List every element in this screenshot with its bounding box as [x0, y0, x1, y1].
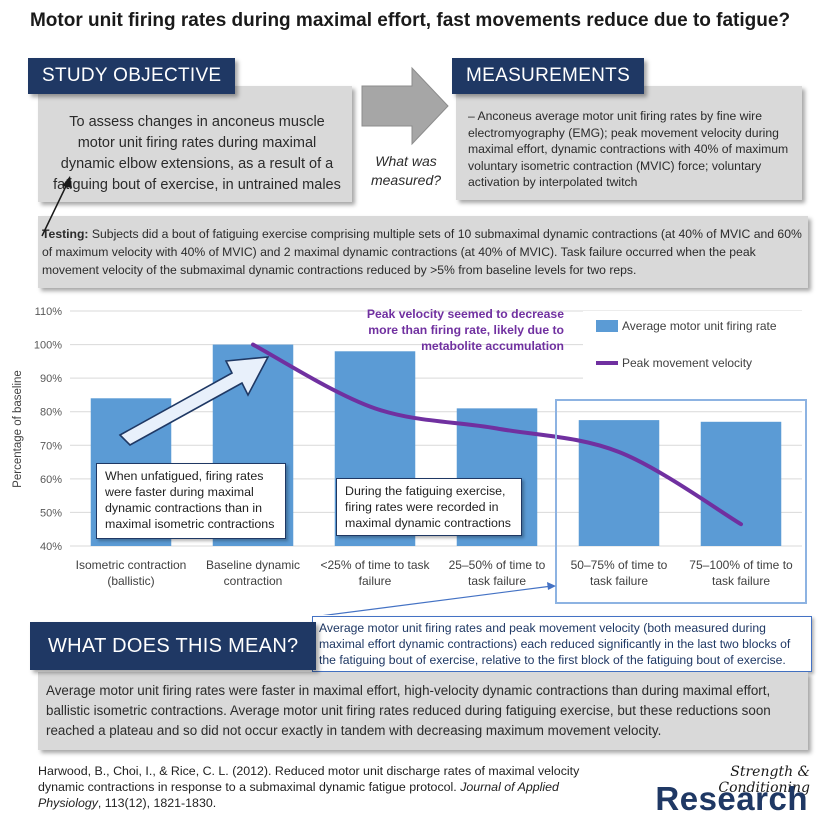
chart-y-ticks: 40% 50% 60% 70% 80% 90% 100% 110%	[34, 306, 62, 553]
bar	[700, 421, 782, 546]
y-tick-label: 70%	[40, 440, 62, 452]
legend-box	[583, 311, 803, 387]
brand-tagline: Strength & Conditioning	[718, 764, 810, 796]
objective-tab: STUDY OBJECTIVE	[28, 58, 236, 94]
unfatigued-callout: When unfatigued, firing rates were faste…	[96, 463, 286, 539]
fatigue-highlight-box	[555, 399, 807, 604]
citation: Harwood, B., Choi, I., & Rice, C. L. (20…	[38, 763, 598, 811]
x-tick-label: (ballistic)	[107, 574, 154, 588]
measurements-tab: MEASUREMENTS	[452, 58, 645, 94]
x-tick-label: Isometric contraction	[76, 558, 187, 572]
meaning-box	[38, 672, 808, 750]
x-tick-label: 25–50% of time to	[449, 558, 546, 572]
y-axis-label: Percentage of baseline	[12, 370, 24, 488]
y-tick-label: 50%	[40, 507, 62, 519]
testing-body: Subjects did a bout of fatiguing exercis…	[42, 227, 802, 277]
x-tick-label: 75–100% of time to	[689, 558, 793, 572]
objective-text: To assess changes in anconeus muscle mot…	[53, 114, 341, 193]
meaning-tab: WHAT DOES THIS MEAN?	[30, 622, 317, 670]
meaning-text: Average motor unit firing rates were fas…	[46, 683, 771, 738]
connector-arrow-icon	[361, 66, 449, 146]
x-tick-label: 50–75% of time to	[571, 558, 668, 572]
x-tick-label: Baseline dynamic	[206, 558, 300, 572]
result-pointer-line	[322, 585, 553, 615]
y-tick-label: 40%	[40, 541, 62, 553]
citation-authors: Harwood, B., Choi, I., & Rice, C. L. (20…	[38, 764, 580, 794]
testing-pointer-arrow-icon	[41, 176, 72, 237]
page-title: Motor unit firing rates during maximal e…	[29, 10, 791, 31]
testing-box	[38, 216, 808, 288]
x-tick-label: task failure	[712, 574, 770, 588]
peak-velocity-note: Peak velocity seemed to decrease more th…	[366, 307, 564, 353]
testing-text: Testing: Subjects did a bout of fatiguin…	[42, 225, 804, 279]
citation-journal: Journal of Applied Physiology	[38, 780, 559, 810]
what-measured-question: What was measured?	[370, 153, 442, 188]
legend-bar-swatch	[596, 320, 618, 332]
brand-logo: Research	[655, 780, 808, 817]
y-tick-label: 60%	[40, 474, 62, 486]
result-pointer-arrowhead-icon	[547, 582, 556, 590]
x-tick-label: failure	[359, 574, 392, 588]
legend-entry-peak-velocity: Peak movement velocity	[622, 356, 752, 370]
x-tick-label: <25% of time to task	[320, 558, 430, 572]
y-tick-label: 80%	[40, 407, 62, 419]
measurements-text: – Anconeus average motor unit firing rat…	[468, 109, 789, 189]
result-callout: Average motor unit firing rates and peak…	[312, 616, 812, 672]
y-tick-label: 90%	[40, 373, 62, 385]
objective-box	[38, 86, 352, 202]
fatiguing-callout: During the fatiguing exercise, firing ra…	[336, 478, 522, 536]
y-tick-label: 100%	[34, 340, 62, 352]
citation-volume: , 113(12), 1821-1830.	[97, 796, 217, 810]
legend-entry-firing-rate: Average motor unit firing rate	[622, 319, 777, 333]
chart-x-ticks: Isometric contraction (ballistic) Baseline…	[76, 558, 793, 588]
x-tick-label: task failure	[468, 574, 526, 588]
peak-velocity-line	[251, 342, 743, 527]
x-tick-label: task failure	[590, 574, 648, 588]
unfatigued-arrow-icon	[118, 356, 270, 446]
chart-line	[251, 342, 743, 527]
y-tick-label: 110%	[35, 306, 63, 318]
measurements-box	[456, 86, 802, 200]
x-tick-label: contraction	[224, 574, 283, 588]
bar	[578, 420, 660, 546]
testing-label: Testing:	[42, 227, 89, 241]
